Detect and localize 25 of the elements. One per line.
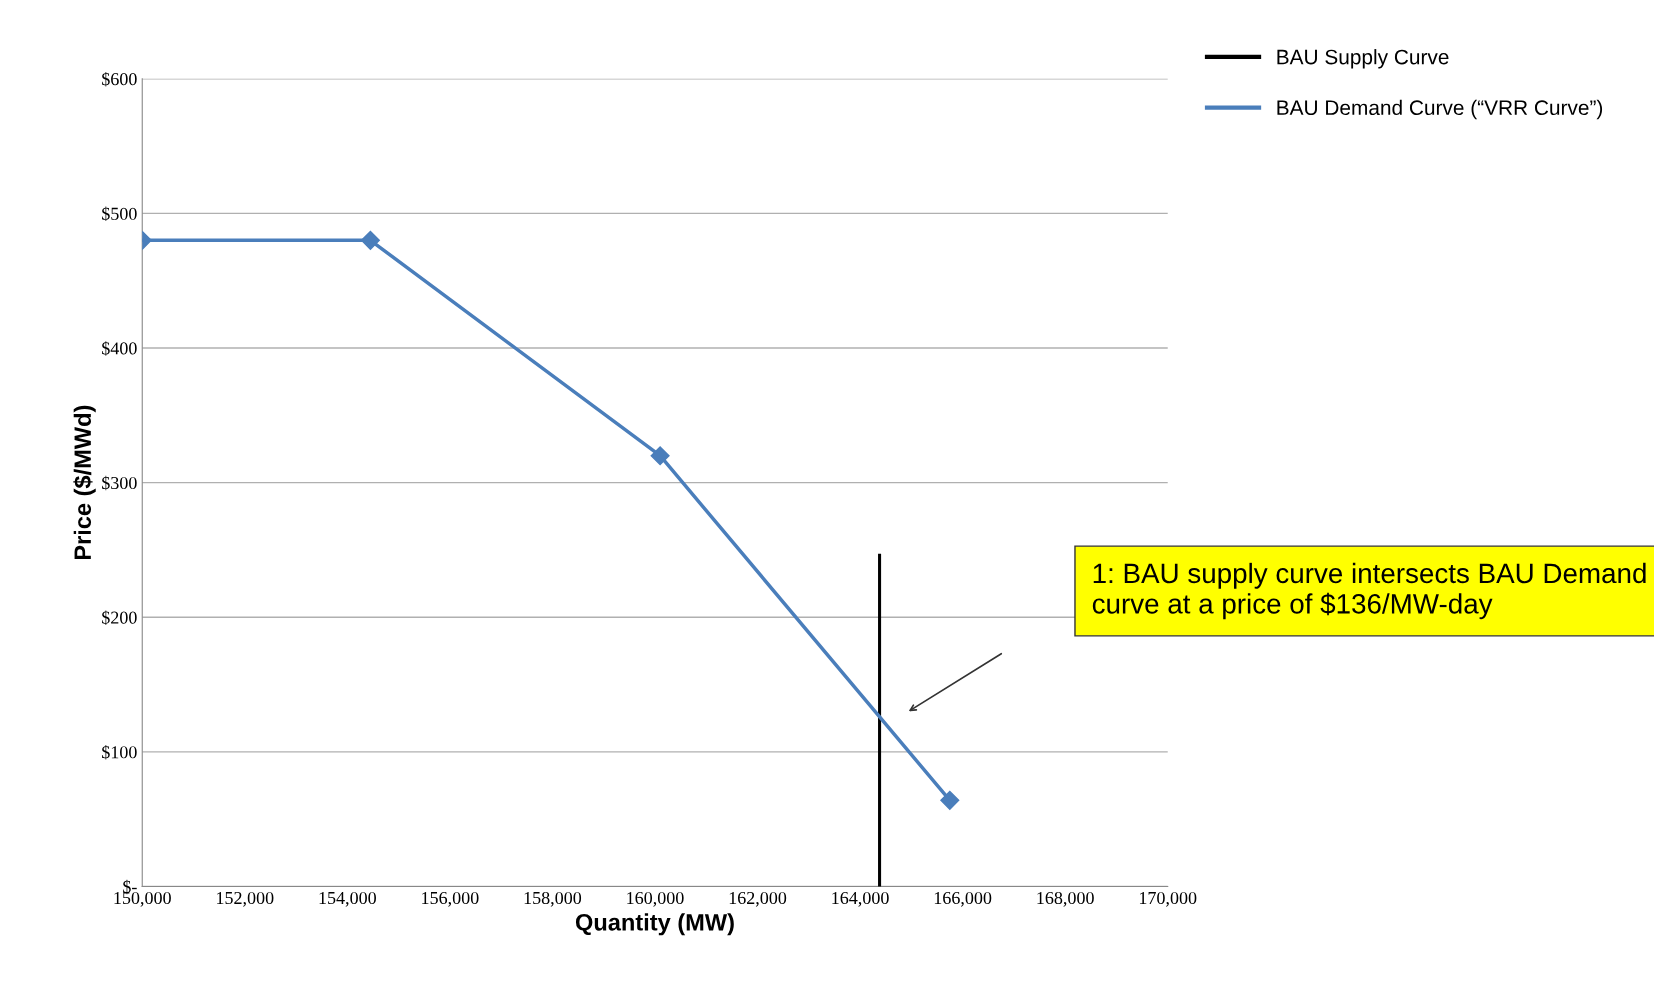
y-tick-label: $500 (102, 206, 137, 222)
y-tick-label: $400 (102, 341, 137, 356)
y-tick-label: $200 (102, 610, 137, 625)
x-tick-label: 166,000 (934, 891, 992, 907)
legend-label: BAU Demand Curve (“VRR Curve”) (1277, 99, 1603, 120)
x-tick-label: 164,000 (832, 891, 889, 907)
x-tick-label: 162,000 (729, 891, 787, 907)
point (360, 230, 380, 250)
x-tick-label: 154,000 (319, 891, 376, 907)
x-tick-label: 158,000 (524, 891, 582, 907)
y-tick-label: $100 (102, 745, 137, 760)
point (940, 790, 960, 810)
x-tick-label: 170,000 (1139, 891, 1197, 907)
y-tick-label: $300 (102, 475, 137, 491)
y-axis-title: Price ($/MWd) (73, 405, 96, 560)
legend-label: BAU Supply Curve (1277, 49, 1449, 69)
x-axis-title: Quantity (MW) (575, 913, 734, 936)
point (650, 446, 670, 466)
x-tick-label: 150,000 (114, 891, 171, 907)
x-tick-label: 156,000 (422, 891, 479, 907)
y-tick-label: $600 (102, 71, 137, 87)
x-tick-label: 152,000 (217, 891, 274, 907)
annotation: 1: BAU supply curve intersects BAU Demand curve at a price of $136/MW-day (1092, 562, 1646, 620)
x-tick-label: 168,000 (1037, 891, 1094, 907)
x-tick-label: 160,000 (627, 891, 684, 907)
